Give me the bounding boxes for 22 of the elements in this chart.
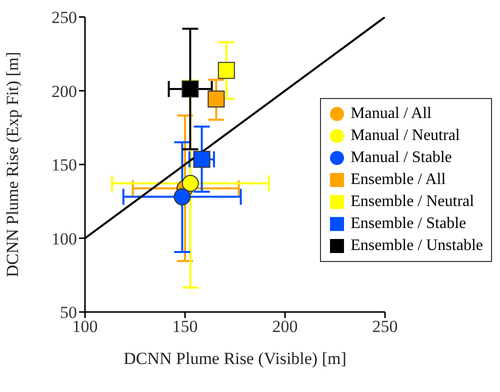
legend-label: Ensemble / Unstable bbox=[350, 236, 483, 256]
x-tick-label: 150 bbox=[172, 317, 198, 336]
legend-label: Ensemble / All bbox=[350, 170, 446, 190]
legend-label: Ensemble / Neutral bbox=[350, 192, 474, 212]
point bbox=[174, 188, 191, 206]
point bbox=[193, 150, 210, 168]
y-tick-label: 150 bbox=[52, 156, 77, 175]
y-tick-label: 250 bbox=[52, 8, 77, 28]
x-tick-label: 200 bbox=[272, 317, 298, 336]
legend-label: Manual / Neutral bbox=[350, 126, 460, 146]
y-tick-label: 100 bbox=[52, 229, 77, 248]
point bbox=[208, 90, 225, 108]
point bbox=[182, 80, 199, 98]
y-axis-title: DCNN Plume Rise (Exp Fit) [m] bbox=[3, 52, 22, 278]
point bbox=[218, 62, 235, 79]
legend-label: Manual / Stable bbox=[350, 148, 452, 168]
point bbox=[182, 174, 199, 192]
y-tick-label: 200 bbox=[52, 82, 77, 101]
legend-label: Ensemble / Stable bbox=[350, 214, 466, 234]
legend-label: Manual / All bbox=[350, 104, 432, 124]
x-axis-title: DCNN Plume Rise (Visible) [m] bbox=[124, 349, 346, 368]
x-tick-label: 250 bbox=[372, 317, 398, 336]
